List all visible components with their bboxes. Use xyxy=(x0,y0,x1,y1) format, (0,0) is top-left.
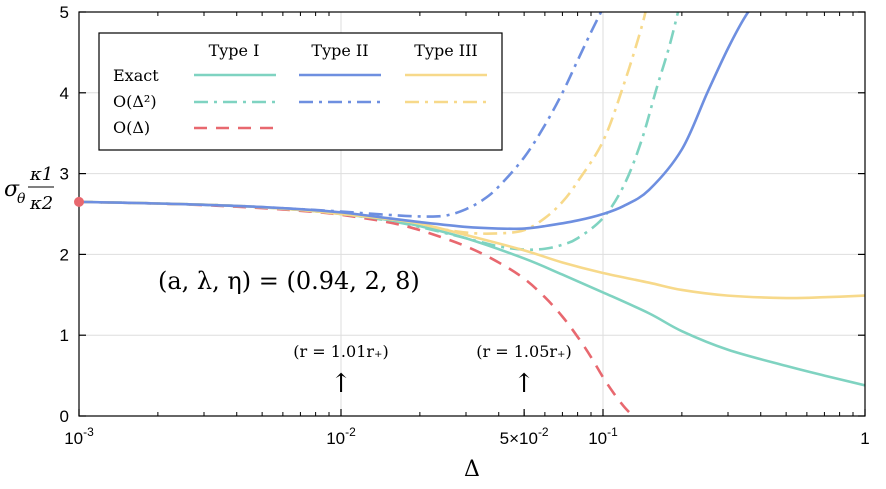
x-axis-label: Δ xyxy=(464,457,480,482)
annotation-arrow-101: ↑ xyxy=(330,369,352,399)
annotation-r-105: (r = 1.05r₊) xyxy=(476,342,571,361)
legend-header-type-iii: Type III xyxy=(414,41,477,60)
y-tick-label: 0 xyxy=(60,407,69,426)
ticks: 10-3 10-2 5×10-2 10-1 1 0 1 2 3 4 5 xyxy=(60,3,870,448)
parameter-annotation: (a, λ, η) = (0.94, 2, 8) xyxy=(158,267,420,295)
x-tick-label: 10-1 xyxy=(588,425,618,448)
annotation-arrow-105: ↑ xyxy=(513,369,535,399)
y-tick-label: 1 xyxy=(60,326,69,345)
legend-header-type-ii: Type II xyxy=(311,41,368,60)
y-label-denominator: κ2 xyxy=(29,193,53,214)
x-tick-label: 10-2 xyxy=(326,425,356,448)
y-tick-label: 3 xyxy=(60,165,69,184)
y-tick-label: 5 xyxy=(60,3,69,22)
y-tick-label: 4 xyxy=(60,84,69,103)
x-tick-label: 5×10-2 xyxy=(500,425,549,448)
legend-row-order1: O(Δ) xyxy=(113,118,150,137)
legend-box xyxy=(98,32,503,151)
legend: Type I Type II Type III Exact O(Δ²) O(Δ) xyxy=(98,32,503,151)
y-label-sigma: σ xyxy=(4,177,20,202)
legend-row-exact: Exact xyxy=(113,66,159,85)
y-label-numerator: κ1 xyxy=(29,164,53,185)
y-label-sub: θ xyxy=(17,191,26,207)
plot-frame xyxy=(78,11,866,417)
y-axis-label: σ θ κ1 κ2 xyxy=(4,164,54,214)
y-tick-label: 2 xyxy=(60,245,69,264)
start-point-marker xyxy=(74,196,84,207)
legend-row-order2: O(Δ²) xyxy=(113,92,157,111)
series-group xyxy=(79,12,865,416)
x-tick-label: 1 xyxy=(860,429,869,448)
x-tick-label: 10-3 xyxy=(64,425,94,448)
series-line-o-type-iii xyxy=(79,12,647,235)
annotation-r-101: (r = 1.01r₊) xyxy=(293,342,388,361)
legend-header-type-i: Type I xyxy=(209,41,260,60)
series-line-exact-type-ii xyxy=(79,12,750,231)
